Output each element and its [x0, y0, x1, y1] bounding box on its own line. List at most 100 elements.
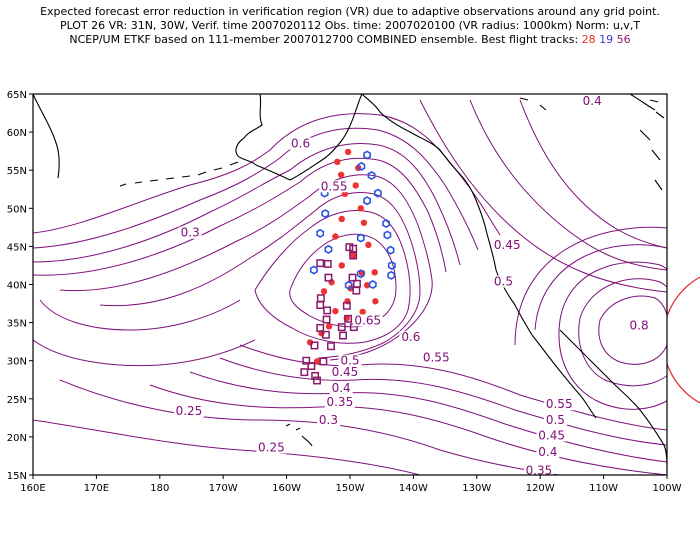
title-line-3-text: NCEP/UM ETKF based on 111-member 2007012…: [69, 33, 579, 46]
contour-label-bg: [316, 414, 340, 427]
contour-0.65-max: [289, 233, 397, 328]
blue-track-point: [321, 209, 330, 219]
contour-label: 0.5: [340, 354, 359, 368]
contour-0.45-south: [219, 357, 667, 446]
contour-label-bg: [421, 351, 452, 364]
x-tick-label: 100W: [653, 483, 682, 494]
blue-track-point: [383, 230, 392, 240]
contour-label-bg: [178, 226, 202, 239]
blue-track-point: [367, 170, 376, 181]
contour-label: 0.8: [630, 319, 649, 333]
purple-track-point: [348, 273, 357, 282]
y-tick-label: 65N: [7, 90, 27, 101]
contour-0.35-south: [149, 384, 667, 475]
purple-track-point: [302, 356, 311, 365]
red-track-point: [372, 298, 379, 305]
y-tick-label: 45N: [7, 242, 27, 253]
red-track-point: [332, 233, 339, 240]
red-track-point: [357, 205, 364, 212]
red-track-point: [359, 308, 366, 316]
red-track-point: [338, 215, 345, 223]
x-tick-label: 130W: [462, 483, 491, 494]
red-track-point: [313, 358, 321, 365]
vr-circle: [667, 276, 700, 404]
contour-0.8-ring: [598, 295, 667, 365]
x-tick-label: 150W: [336, 483, 365, 494]
blue-track-point: [316, 228, 325, 238]
contour-0.4-south: [189, 371, 667, 463]
purple-track-point: [324, 273, 333, 282]
contour-0.6-ring: [534, 244, 667, 331]
contour-0.7-ring: [558, 261, 667, 410]
flight-tracks: [300, 148, 396, 385]
blue-track-point: [373, 188, 382, 198]
contour-label-bg: [492, 238, 523, 251]
contour-0.45-north: [33, 157, 447, 276]
purple-track-point: [311, 371, 320, 380]
contour-labels: 0.60.550.30.40.450.50.650.60.550.50.450.…: [173, 94, 651, 477]
purple-track-point: [316, 294, 325, 303]
track-count-red: 28: [581, 33, 596, 46]
purple-track-point: [327, 342, 335, 351]
red-track-point: [371, 269, 378, 276]
y-tick-label: 30N: [7, 357, 27, 368]
contour-label-bg: [319, 180, 350, 193]
contour-label: 0.5: [494, 275, 513, 289]
contour-label: 0.45: [538, 428, 565, 442]
contour-label-bg: [338, 354, 362, 367]
y-tick-label: 15N: [7, 471, 27, 482]
y-tick-label: 50N: [7, 204, 27, 215]
mexico-coast: [559, 329, 667, 466]
contour-label: 0.45: [494, 238, 521, 252]
purple-track-point: [322, 315, 331, 324]
arctic-islands: [519, 97, 665, 191]
x-axis: 160E 170E 180 170W 160W 150W 140W 130W 120W 110W 1…: [20, 475, 682, 494]
purple-track-point: [344, 314, 353, 323]
contour-label-bg: [543, 414, 567, 427]
kamchatka-coast: [33, 94, 60, 179]
red-track-point: [363, 282, 371, 289]
y-tick-label: 55N: [7, 166, 27, 177]
contour-0.3-north: [33, 113, 501, 236]
y-axis: 65N 60N 55N 50N 45N 40N 35N 30N 25N 20N 15N: [7, 90, 33, 482]
purple-track-point: [307, 362, 316, 370]
contour-label: 0.25: [176, 404, 203, 418]
contour-0.3-west: [39, 299, 241, 331]
contour-label: 0.45: [332, 365, 359, 379]
alaska-coast: [235, 94, 363, 181]
blue-track-point: [386, 245, 395, 255]
contour-label: 0.6: [291, 137, 310, 151]
purple-track-point: [313, 376, 321, 385]
purple-track-point: [342, 301, 351, 310]
contour-label: 0.5: [546, 413, 565, 427]
aleutian-islands: [119, 161, 239, 187]
contour-label: 0.6: [401, 330, 420, 344]
y-tick-label: 35N: [7, 319, 27, 330]
track-count-blue: 19: [599, 33, 614, 46]
bc-coast: [485, 229, 533, 336]
x-tick-label: 140W: [399, 483, 428, 494]
contour-0.75-ring: [578, 278, 667, 387]
contour-0.55-ring: [514, 226, 667, 346]
baja-coast: [531, 334, 597, 419]
purple-track-point: [316, 259, 325, 268]
contour-0.25-west: [33, 339, 256, 367]
purple-track-point: [300, 368, 309, 377]
purple-track-point: [310, 341, 319, 350]
contour-label: 0.4: [538, 445, 557, 459]
purple-track-point: [337, 323, 346, 332]
contour-label-bg: [491, 275, 515, 288]
blue-track-point: [324, 244, 333, 254]
contour-label-bg: [329, 366, 360, 379]
contour-label-bg: [324, 395, 355, 408]
x-tick-label: 170W: [209, 483, 238, 494]
contour-label-bg: [536, 446, 560, 459]
purple-track-point: [319, 357, 328, 366]
contour-label: 0.25: [258, 441, 285, 455]
contour-0.6-max: [254, 210, 411, 344]
blue-track-point: [387, 270, 396, 280]
contour-label-bg: [329, 382, 353, 395]
blue-track-point: [309, 265, 318, 275]
track-count-purple: 56: [616, 33, 631, 46]
